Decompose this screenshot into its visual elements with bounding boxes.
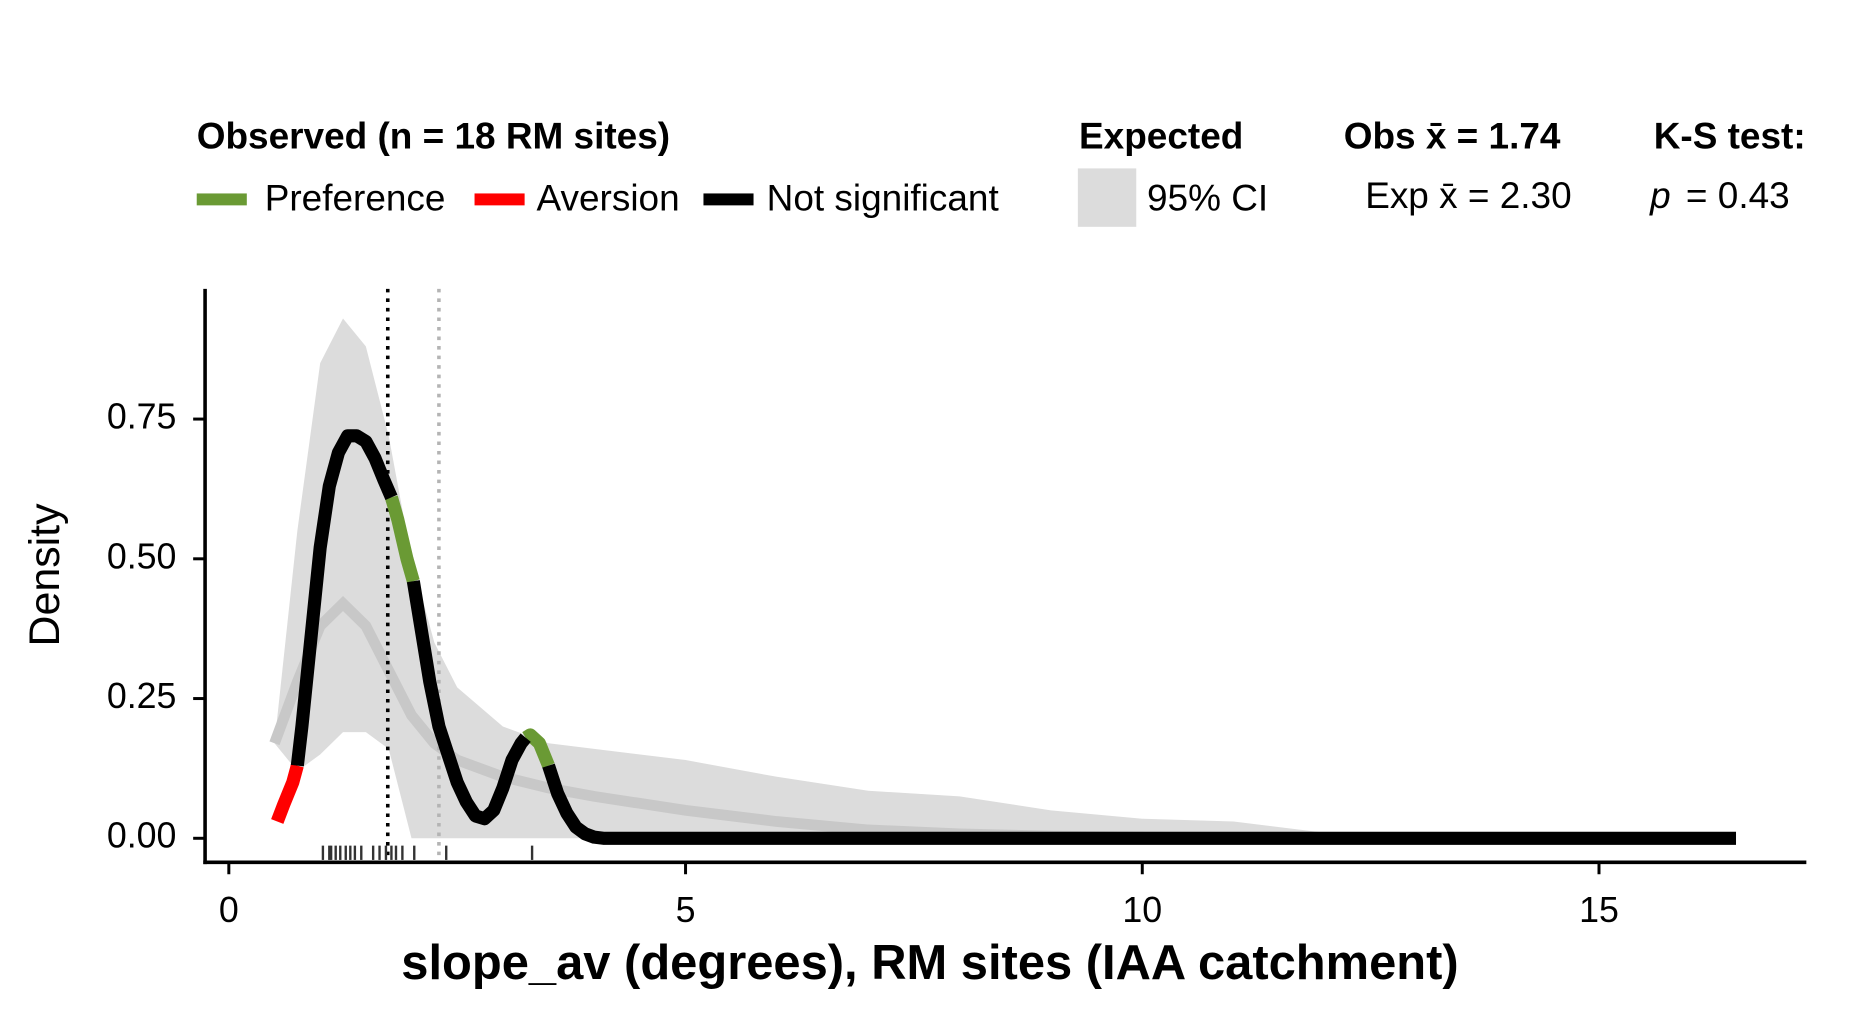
- legend-title: Expected: [1079, 115, 1243, 156]
- legend-label: Not significant: [767, 177, 999, 218]
- observed-line: [271, 763, 304, 824]
- legend-swatch: [196, 193, 247, 206]
- ks-p-value: = 0.43: [1686, 175, 1790, 216]
- y-tick-label: 0.00: [107, 816, 177, 856]
- legend-label: Aversion: [537, 177, 680, 218]
- legend-label: Preference: [265, 177, 446, 218]
- y-tick-label: 0.75: [107, 397, 177, 437]
- x-tick-label: 15: [1579, 890, 1619, 930]
- legend-swatch: [474, 193, 525, 206]
- x-tick-label: 10: [1122, 890, 1162, 930]
- legend-swatch: [703, 193, 754, 206]
- legend-label: 95% CI: [1147, 177, 1268, 218]
- x-tick-label: 0: [219, 890, 239, 930]
- x-tick-label: 5: [676, 890, 696, 930]
- observed-line: [385, 495, 555, 769]
- legend-swatch: [1077, 168, 1137, 227]
- obs-mean-label: Obs x̄ = 1.74: [1344, 115, 1561, 156]
- y-tick-label: 0.25: [107, 676, 177, 716]
- x-axis-title: slope_av (degrees), RM sites (IAA catchm…: [401, 936, 1458, 990]
- ks-p-symbol: p: [1649, 175, 1671, 216]
- ks-title: K-S test:: [1654, 115, 1806, 156]
- observed-line: [290, 429, 1737, 845]
- y-axis-title: Density: [21, 503, 69, 647]
- y-tick-label: 0.50: [107, 536, 177, 576]
- legend-title: Observed (n = 18 RM sites): [197, 115, 670, 156]
- exp-mean-label: Exp x̄ = 2.30: [1365, 175, 1571, 216]
